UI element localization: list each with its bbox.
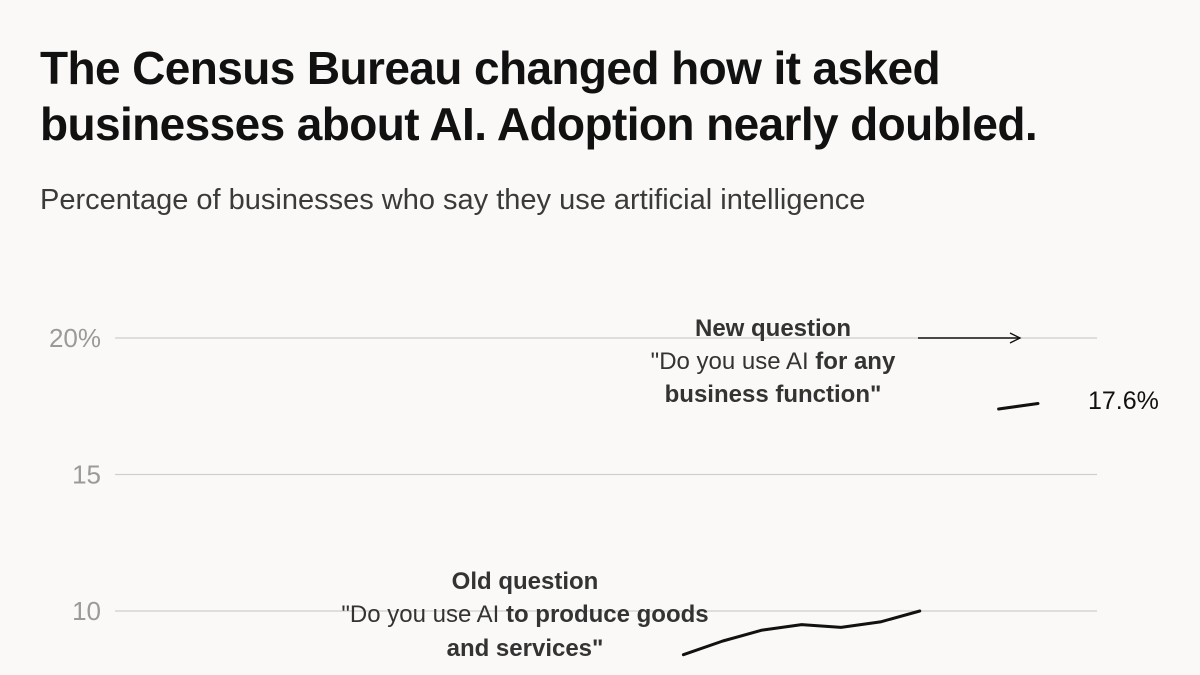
y-tick-label-1: 15	[72, 460, 101, 490]
chart-title-line-2: businesses about AI. Adoption nearly dou…	[40, 98, 1038, 150]
y-tick-label-0: 20%	[49, 323, 101, 353]
new-question-line-2: business function"	[665, 381, 882, 408]
old-question-heading: Old question	[452, 568, 599, 595]
series-line-1	[997, 402, 1040, 411]
new-question-annotation: New question "Do you use AI for any busi…	[651, 315, 1022, 408]
old-question-annotation: Old question "Do you use AI to produce g…	[341, 568, 708, 662]
chart-subtitle: Percentage of businesses who say they us…	[40, 184, 866, 216]
old-question-line-2: and services"	[447, 635, 604, 662]
gridlines	[115, 337, 1097, 612]
old-question-line-1-bold: to produce goods	[506, 601, 709, 628]
new-question-heading: New question	[695, 315, 851, 342]
chart-title: The Census Bureau changed how it asked b…	[40, 40, 1180, 152]
chart-title-line-1: The Census Bureau changed how it asked	[40, 42, 941, 94]
old-question-line-1: "Do you use AI to produce goods	[341, 601, 708, 628]
series-lines	[681, 402, 1040, 657]
old-question-line-1-plain: "Do you use AI	[341, 601, 506, 628]
y-axis-ticks: 20% 15 10	[49, 323, 101, 626]
new-question-line-1-plain: "Do you use AI	[651, 348, 816, 375]
new-question-line-1: "Do you use AI for any	[651, 348, 896, 375]
series-line-0	[681, 609, 922, 657]
y-tick-label-2: 10	[72, 596, 101, 626]
new-question-line-1-bold: for any	[815, 348, 896, 375]
series-end-label: 17.6%	[1088, 387, 1159, 415]
